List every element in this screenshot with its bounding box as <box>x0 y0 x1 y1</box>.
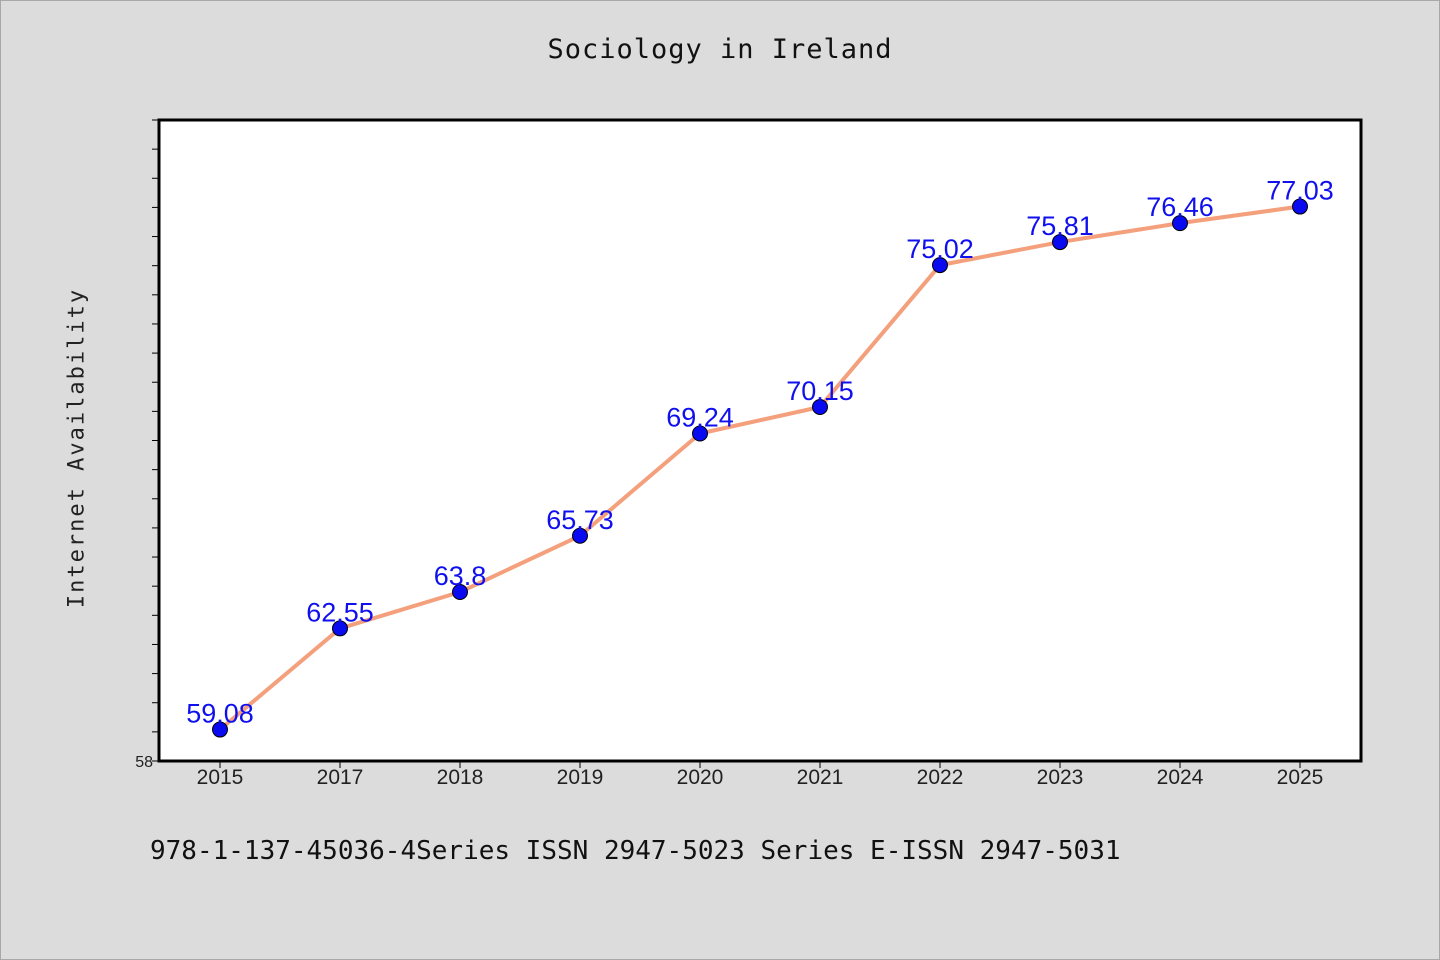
chart-title: Sociology in Ireland <box>547 34 893 65</box>
data-point <box>692 425 708 442</box>
x-tick-label: 2021 <box>797 766 844 789</box>
data-label: 75.02 <box>906 234 974 264</box>
x-tick-label: 2023 <box>1037 766 1084 789</box>
data-point <box>572 527 588 544</box>
data-label: 70.15 <box>786 376 854 406</box>
series-line <box>218 204 1302 732</box>
y-ticks: 58 <box>135 119 159 771</box>
data-point <box>812 398 828 415</box>
data-point <box>1172 215 1188 232</box>
x-tick-label: 2020 <box>677 766 724 789</box>
x-tick-label: 2018 <box>437 766 484 789</box>
data-point <box>452 584 468 601</box>
data-point <box>1292 198 1308 215</box>
data-label: 63.8 <box>434 561 487 591</box>
x-ticks: 2015 2017 2018 2019 2020 2021 2022 2023 2024 2025 <box>197 761 1324 789</box>
y-tick-label: 58 <box>135 754 153 771</box>
x-tick-label: 2017 <box>317 766 364 789</box>
data-label: 76.46 <box>1146 192 1214 222</box>
x-tick-label: 2025 <box>1277 766 1324 789</box>
data-point <box>212 721 228 738</box>
data-label: 69.24 <box>666 403 734 433</box>
data-label: 75.81 <box>1026 211 1094 241</box>
x-tick-label: 2019 <box>557 766 604 789</box>
data-point <box>932 257 948 274</box>
data-label: 77.03 <box>1266 176 1334 206</box>
footer-isbn-text: 978-1-137-45036-4Series ISSN 2947-5023 S… <box>150 836 1121 866</box>
data-label: 59.08 <box>186 699 254 729</box>
data-label: 65.73 <box>546 505 614 535</box>
data-point <box>332 620 348 637</box>
x-tick-label: 2024 <box>1157 766 1204 789</box>
x-tick-label: 2015 <box>197 766 244 789</box>
data-label: 62.55 <box>306 597 374 627</box>
series-layer: 59.08 62.55 63.8 65.73 69.24 70.15 75.02 75.81 7… <box>186 176 1334 738</box>
data-point <box>1052 234 1068 251</box>
x-tick-label: 2022 <box>917 766 964 789</box>
